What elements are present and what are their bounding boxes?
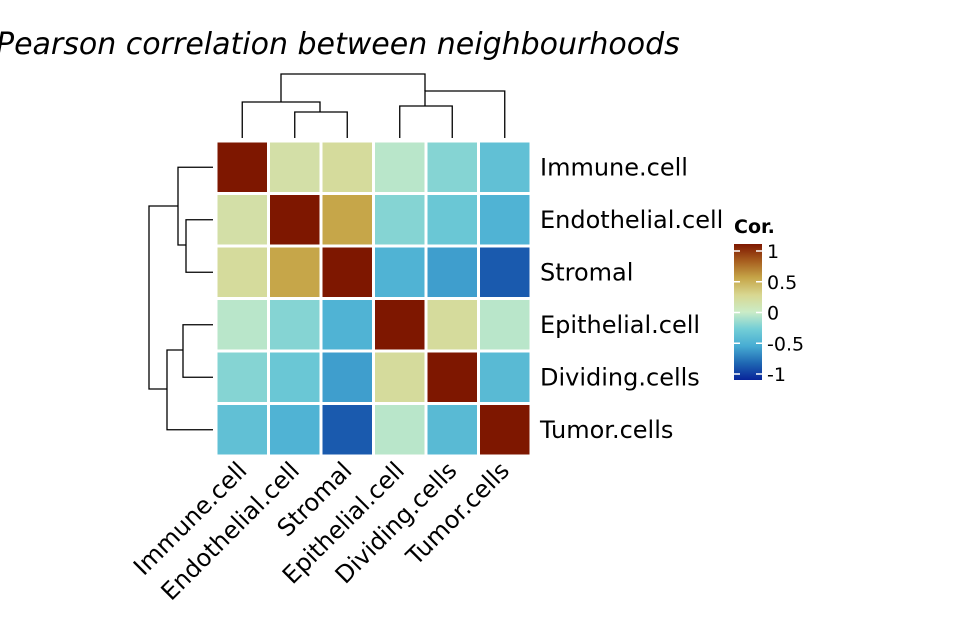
- heatmap-cell: [372, 297, 428, 353]
- heatmap-cell: [477, 139, 533, 195]
- heatmap-cell: [214, 139, 270, 195]
- heatmap-cell: [424, 139, 480, 195]
- column-labels: Immune.cellEndothelial.cellStromalEpithe…: [128, 456, 515, 605]
- heatmap-cell: [267, 192, 323, 248]
- heatmap-cell: [267, 297, 323, 353]
- heatmap-cell: [424, 402, 480, 458]
- dendrogram-branch: [182, 324, 213, 378]
- row-label: Endothelial.cell: [540, 206, 723, 234]
- heatmap-cell: [214, 244, 270, 300]
- heatmap-cell: [372, 139, 428, 195]
- heatmap-cell: [267, 244, 323, 300]
- legend-tick-label: -0.5: [767, 333, 804, 355]
- heatmap-cell: [214, 349, 270, 405]
- heatmap-cell: [267, 139, 323, 195]
- legend-tick-label: 1: [767, 241, 779, 263]
- row-dendrogram: [148, 166, 213, 431]
- heatmap-cell: [319, 349, 375, 405]
- heatmap-cell: [424, 244, 480, 300]
- heatmap-cell: [267, 402, 323, 458]
- dendrogram-branch: [185, 219, 213, 273]
- color-legend: Cor. 1 0.5 0 -0.5 -1: [734, 216, 804, 386]
- heatmap-cell: [372, 402, 428, 458]
- heatmap-cell: [214, 192, 270, 248]
- heatmap-cell: [319, 244, 375, 300]
- heatmap-cell: [477, 402, 533, 458]
- row-label: Tumor.cells: [539, 416, 673, 444]
- row-labels: Immune.cell Endothelial.cell Stromal Epithe…: [539, 153, 723, 444]
- heatmap-cell: [424, 297, 480, 353]
- heatmap-cell: [372, 349, 428, 405]
- dendrogram-branch: [166, 349, 213, 431]
- column-dendrogram: [241, 73, 506, 138]
- dendrogram-branch: [280, 73, 426, 102]
- heatmap-cell: [319, 297, 375, 353]
- legend-tick-label: -1: [767, 364, 786, 386]
- row-label: Dividing.cells: [540, 363, 700, 391]
- legend-tick-label: 0.5: [767, 272, 797, 294]
- dendrogram-branch: [424, 90, 506, 138]
- heatmap-cell: [319, 402, 375, 458]
- row-label: Immune.cell: [540, 153, 688, 181]
- heatmap-cell: [424, 349, 480, 405]
- legend-title: Cor.: [734, 216, 775, 238]
- dendrogram-branch: [399, 105, 453, 138]
- dendrogram-branch: [177, 166, 213, 246]
- heatmap-cell: [477, 244, 533, 300]
- heatmap-cell: [477, 349, 533, 405]
- heatmap-cells: [214, 139, 533, 458]
- heatmap-cell: [319, 139, 375, 195]
- row-label: Stromal: [540, 258, 633, 286]
- dendrogram-branch: [241, 101, 321, 138]
- heatmap-cell: [372, 192, 428, 248]
- legend-tick-label: 0: [767, 303, 779, 325]
- heatmap-cell: [477, 192, 533, 248]
- row-label: Epithelial.cell: [540, 311, 700, 339]
- heatmap-cell: [214, 297, 270, 353]
- heatmap-cell: [477, 297, 533, 353]
- heatmap-cell: [214, 402, 270, 458]
- heatmap-cell: [267, 349, 323, 405]
- chart-title: Pearson correlation between neighbourhoo…: [0, 27, 680, 62]
- dendrogram-branch: [148, 205, 178, 390]
- heatmap-cell: [424, 192, 480, 248]
- heatmap-cell: [319, 192, 375, 248]
- dendrogram-branch: [294, 111, 348, 138]
- heatmap-cell: [372, 244, 428, 300]
